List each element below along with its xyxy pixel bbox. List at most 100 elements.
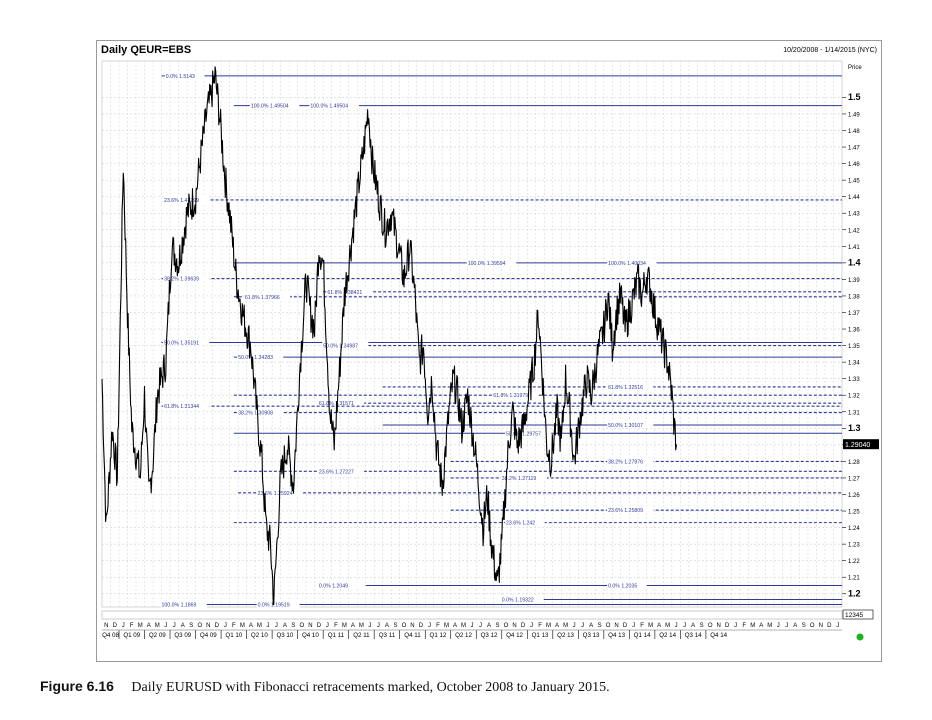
month-tick-label: J — [573, 623, 576, 629]
month-tick-label: J — [266, 623, 269, 629]
quarter-label: Q2 09 — [149, 632, 166, 639]
month-tick-label: M — [342, 623, 347, 629]
fib-label-bg — [607, 421, 654, 428]
quarter-label: Q3 11 — [379, 632, 396, 639]
y-tick-label: 1.49 — [848, 112, 860, 118]
month-tick-label: M — [750, 623, 755, 629]
quarter-label: Q3 10 — [276, 632, 293, 639]
lower-panel-box — [842, 609, 874, 620]
month-tick-label: O — [606, 623, 611, 629]
month-tick-label: A — [351, 623, 355, 629]
month-tick-label: N — [410, 623, 414, 629]
quarter-label: Q3 12 — [481, 632, 498, 639]
y-tick-label: 1.48 — [848, 129, 860, 135]
y-tick-label: 1.38 — [848, 294, 860, 300]
y-tick-label: 1.27 — [848, 476, 860, 482]
status-dot — [856, 633, 864, 641]
fib-label-bg — [466, 258, 517, 266]
y-tick-label: 1.41 — [848, 245, 860, 251]
quarter-label: Q3 14 — [685, 632, 702, 639]
fib-label: 0.0% 1.2035 — [608, 583, 637, 589]
month-tick-label: S — [189, 623, 193, 629]
y-tick-label: 1.28 — [848, 460, 860, 466]
fib-label-bg — [607, 581, 647, 589]
month-tick-label: J — [836, 623, 839, 629]
fib-label: 50.0% 1.29757 — [506, 431, 541, 437]
quarter-label: Q4 08 — [102, 632, 119, 639]
month-tick-label: J — [581, 623, 584, 629]
y-tick-label: 1.47 — [848, 146, 860, 152]
month-tick-label: J — [275, 623, 278, 629]
month-tick-label: S — [598, 623, 602, 629]
month-tick-label: A — [555, 623, 559, 629]
fib-label-bg — [309, 101, 359, 109]
month-tick-label: A — [759, 623, 763, 629]
fib-label: 38.2% 1.27876 — [608, 459, 643, 465]
month-tick-label: O — [810, 623, 815, 629]
month-tick-label: A — [691, 623, 695, 629]
month-tick-label: O — [300, 623, 305, 629]
month-tick-label: O — [504, 623, 509, 629]
month-tick-label: D — [419, 623, 424, 629]
y-tick-label: 1.4 — [848, 257, 861, 267]
price-series-line — [101, 66, 678, 606]
fib-label-bg — [317, 399, 365, 407]
month-tick-label: S — [291, 623, 295, 629]
month-tick-label: J — [368, 623, 371, 629]
y-tick-label: 1.42 — [848, 228, 860, 234]
month-tick-label: J — [777, 623, 780, 629]
fib-label: 38.2% 1.30908 — [238, 411, 273, 417]
quarter-label: Q1 11 — [328, 632, 345, 639]
fib-label: 23.6% 1.27227 — [319, 469, 354, 475]
month-tick-label: S — [802, 623, 806, 629]
month-tick-label: J — [479, 623, 482, 629]
y-tick-label: 1.34 — [848, 361, 860, 367]
fib-label: 0.0% 1.19519 — [258, 603, 290, 609]
month-tick-label: J — [428, 623, 431, 629]
y-tick-label: 1.45 — [848, 179, 860, 185]
quarter-label: Q4 13 — [608, 632, 625, 639]
y-tick-label: 1.3 — [848, 423, 861, 433]
quarter-label: Q2 11 — [353, 632, 370, 639]
month-tick-label: F — [334, 623, 338, 629]
month-tick-label: S — [496, 623, 500, 629]
month-tick-label: A — [453, 623, 457, 629]
month-tick-label: D — [521, 623, 526, 629]
fib-label-bg — [256, 600, 300, 608]
quarter-label: Q4 09 — [200, 632, 217, 639]
month-tick-label: J — [122, 623, 125, 629]
month-tick-label: J — [675, 623, 678, 629]
y-tick-label: 1.26 — [848, 493, 860, 499]
y-tick-label: 1.44 — [848, 195, 860, 201]
lower-panel — [101, 610, 843, 620]
fib-label: 23.6% 1.242 — [506, 521, 535, 527]
fib-label-bg — [607, 258, 657, 266]
month-tick-label: M — [257, 623, 262, 629]
month-tick-label: M — [648, 623, 653, 629]
month-tick-label: N — [308, 623, 312, 629]
quarter-label: Q3 09 — [174, 632, 191, 639]
fib-label-bg — [160, 600, 207, 608]
plot-area — [101, 60, 843, 608]
fib-label-bg — [164, 71, 205, 79]
month-tick-label: F — [742, 623, 746, 629]
fib-label: 23.6% 1.25809 — [608, 508, 643, 514]
y-tick-label: 1.23 — [848, 543, 860, 549]
month-tick-label: M — [461, 623, 466, 629]
fib-label: 61.8% 1.31344 — [164, 404, 199, 410]
quarter-label: Q1 09 — [123, 632, 140, 639]
lower-panel-label: 12345 — [845, 612, 863, 619]
fib-label-bg — [500, 473, 547, 481]
last-price-label: 1.29040 — [845, 442, 870, 449]
y-tick-label: 1.25 — [848, 510, 860, 516]
month-tick-label: J — [377, 623, 380, 629]
month-tick-label: A — [793, 623, 797, 629]
month-tick-label: S — [393, 623, 397, 629]
fib-label-bg — [322, 341, 369, 349]
month-tick-label: M — [444, 623, 449, 629]
fib-label: 100.0% 1.39594 — [468, 261, 506, 267]
quarter-label: Q2 12 — [455, 632, 472, 639]
y-tick-label: 1.35 — [848, 344, 860, 350]
y-tick-label: 1.36 — [848, 328, 860, 334]
caption-text: Daily EURUSD with Fibonacci retracements… — [131, 680, 610, 695]
